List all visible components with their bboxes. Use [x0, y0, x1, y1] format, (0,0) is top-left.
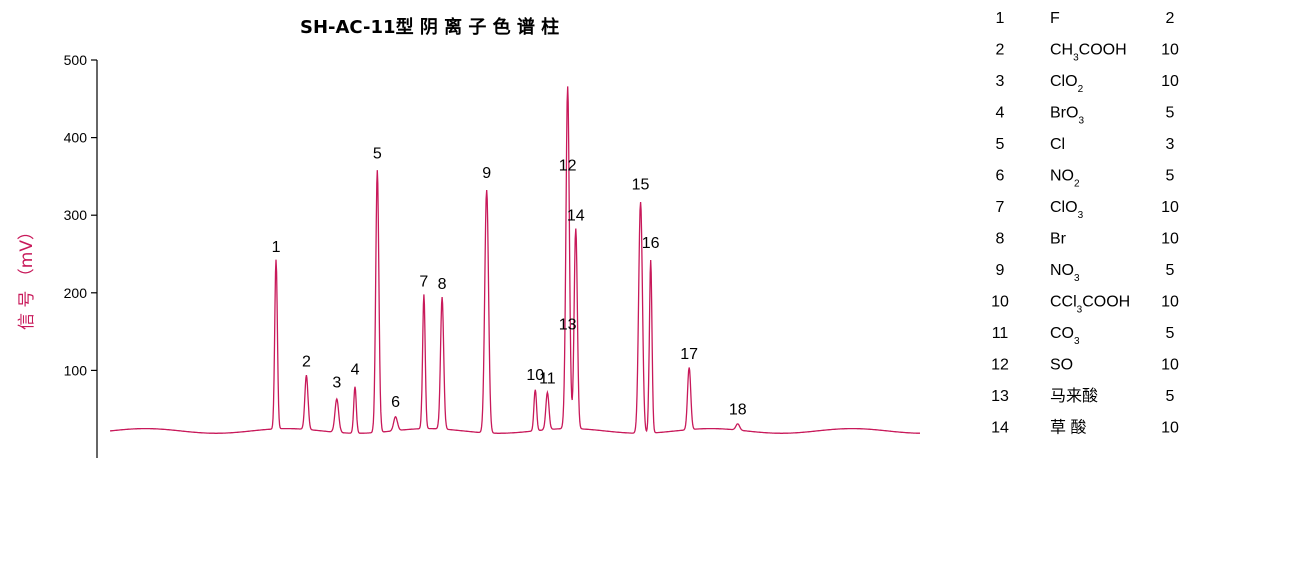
legend-analyte: Cl [1050, 136, 1065, 153]
legend-number: 3 [996, 73, 1005, 90]
legend-number: 1 [996, 10, 1005, 27]
y-tick-label: 100 [64, 362, 88, 378]
legend-analyte: NO2 [1050, 168, 1080, 190]
legend-analyte: BrO3 [1050, 105, 1084, 127]
peak-label: 3 [332, 375, 341, 392]
legend-number: 8 [996, 231, 1005, 248]
legend-number: 4 [996, 105, 1005, 122]
legend-number: 2 [996, 42, 1005, 59]
legend-row: 11 CO3 5 [992, 325, 1175, 347]
peak-label: 16 [642, 235, 660, 252]
peak-label: 12 [559, 157, 577, 174]
legend-analyte: Br [1050, 231, 1067, 248]
y-tick-label: 500 [64, 52, 88, 68]
y-axis-label: 信 号 （mV） [17, 223, 37, 330]
legend-concentration: 10 [1161, 73, 1179, 90]
legend-analyte: CO3 [1050, 325, 1080, 347]
y-tick-label: 400 [64, 130, 88, 146]
legend-number: 11 [992, 325, 1009, 342]
legend-row: 5 Cl 3 [996, 136, 1175, 153]
peak-label: 18 [729, 402, 747, 419]
legend-analyte: CH3COOH [1050, 42, 1127, 64]
legend-concentration: 10 [1161, 199, 1179, 216]
legend-concentration: 10 [1161, 42, 1179, 59]
peak-label: 4 [351, 361, 360, 378]
legend-concentration: 10 [1161, 357, 1179, 374]
legend-number: 9 [996, 262, 1005, 279]
legend-row: 9 NO3 5 [996, 262, 1175, 284]
peak-label: 6 [391, 394, 400, 411]
legend-analyte: ClO3 [1050, 199, 1084, 221]
legend-number: 10 [991, 294, 1009, 311]
y-tick-label: 200 [64, 285, 88, 301]
legend-row: 1 F 2 [996, 10, 1175, 27]
peak-label: 13 [559, 316, 577, 333]
legend-analyte: F [1050, 10, 1060, 27]
legend-concentration: 5 [1166, 168, 1175, 185]
legend-row: 3 ClO2 10 [996, 73, 1179, 95]
legend-concentration: 2 [1166, 10, 1175, 27]
legend-concentration: 5 [1166, 325, 1175, 342]
legend-number: 13 [991, 388, 1009, 405]
legend-row: 13 马来酸 5 [991, 387, 1174, 405]
legend-analyte: ClO2 [1050, 73, 1084, 95]
legend-number: 7 [996, 199, 1005, 216]
peak-label: 9 [482, 165, 491, 182]
legend-analyte: SO [1050, 357, 1073, 374]
chromatogram-trace [110, 86, 920, 434]
legend-concentration: 3 [1166, 136, 1175, 153]
peak-label: 7 [419, 274, 428, 291]
legend-number: 14 [991, 420, 1009, 437]
legend-analyte: 马来酸 [1050, 387, 1098, 405]
legend-row: 4 BrO3 5 [996, 105, 1175, 127]
legend-concentration: 10 [1161, 231, 1179, 248]
peak-label: 1 [272, 239, 281, 256]
legend-row: 6 NO2 5 [996, 168, 1175, 190]
peak-label: 17 [680, 346, 698, 363]
legend-row: 10 CCl3COOH 10 [991, 294, 1179, 316]
legend-row: 8 Br 10 [996, 231, 1179, 248]
legend-row: 12 SO 10 [991, 357, 1179, 374]
legend-concentration: 5 [1166, 105, 1175, 122]
legend-concentration: 5 [1166, 262, 1175, 279]
chart-title: SH-AC-11型 阴 离 子 色 谱 柱 [300, 16, 559, 38]
legend-row: 14 草 酸 10 [991, 419, 1179, 437]
peak-label: 5 [373, 146, 382, 163]
peak-label: 8 [438, 276, 447, 293]
peak-label: 11 [539, 371, 556, 388]
legend-row: 2 CH3COOH 10 [996, 42, 1179, 64]
analyte-legend-table: 1 F 2 2 CH3COOH 10 3 ClO2 10 4 BrO3 5 5 Cl 3 6 NO2 5 7 ClO3… [991, 10, 1179, 437]
legend-concentration: 10 [1161, 294, 1179, 311]
peak-label: 2 [302, 354, 311, 371]
peak-label: 15 [632, 177, 650, 194]
peak-label: 14 [567, 208, 585, 225]
legend-row: 7 ClO3 10 [996, 199, 1179, 221]
legend-number: 12 [991, 357, 1009, 374]
legend-analyte: 草 酸 [1050, 419, 1086, 437]
legend-concentration: 10 [1161, 420, 1179, 437]
legend-analyte: NO3 [1050, 262, 1080, 284]
legend-number: 5 [996, 136, 1005, 153]
legend-number: 6 [996, 168, 1005, 185]
legend-concentration: 5 [1166, 388, 1175, 405]
y-tick-label: 300 [64, 207, 88, 223]
legend-analyte: CCl3COOH [1050, 294, 1130, 316]
peak-label: 10 [526, 367, 544, 384]
